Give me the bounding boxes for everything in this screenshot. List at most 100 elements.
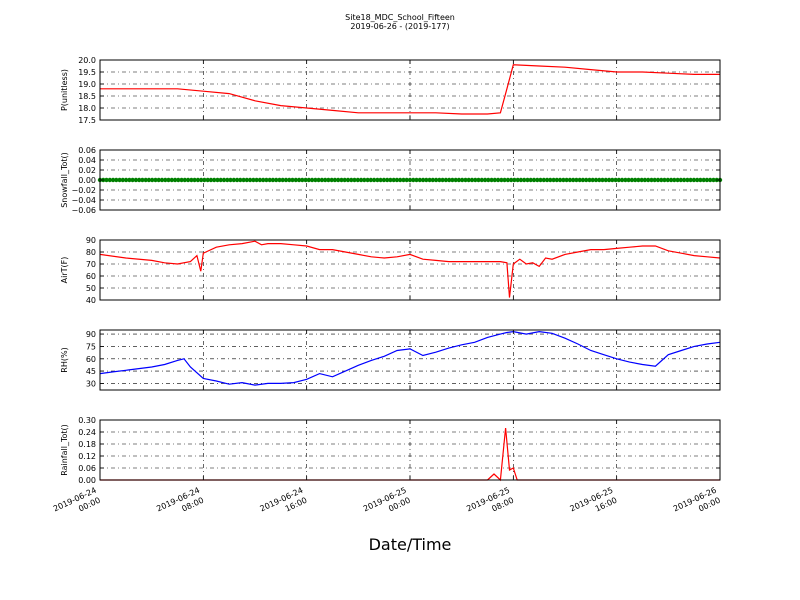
series-point-1-123: [499, 177, 504, 183]
series-point-1-70: [326, 177, 331, 183]
series-point-1-122: [495, 177, 501, 183]
y-tick-label-1-4: 0.02: [78, 166, 96, 175]
y-tick-label-0-3: 19.0: [78, 80, 96, 89]
series-point-1-96: [411, 177, 416, 183]
series-point-1-105: [440, 177, 445, 183]
series-point-1-163: [629, 177, 635, 183]
series-point-1-68: [319, 177, 325, 183]
series-point-1-111: [460, 177, 465, 183]
series-point-1-142: [561, 177, 566, 183]
series-point-1-164: [633, 177, 638, 183]
series-point-1-139: [551, 177, 556, 183]
series-point-1-10: [130, 177, 135, 183]
series-point-1-121: [492, 177, 497, 183]
series-point-1-76: [345, 177, 351, 183]
series-point-1-113: [466, 177, 471, 183]
series-point-1-63: [303, 177, 308, 183]
series-point-1-103: [433, 177, 439, 183]
series-point-1-67: [316, 177, 321, 183]
series-point-1-178: [678, 177, 683, 183]
series-point-1-2: [104, 177, 109, 183]
series-point-1-104: [437, 177, 442, 183]
series-point-1-87: [381, 177, 387, 183]
chart-title: Site18_MDC_School_Fifteen: [345, 13, 455, 22]
series-point-1-79: [355, 177, 360, 183]
series-point-1-116: [476, 177, 481, 183]
series-point-1-27: [185, 177, 191, 183]
series-point-1-33: [205, 177, 210, 183]
series-point-1-156: [606, 177, 612, 183]
series-point-1-89: [388, 177, 393, 183]
series-point-1-165: [636, 177, 641, 183]
series-point-1-61: [296, 177, 302, 183]
y-tick-label-1-0: −0.06: [71, 206, 96, 215]
y-tick-label-2-5: 90: [86, 236, 96, 245]
series-point-1-48: [254, 177, 259, 183]
series-point-1-17: [153, 177, 158, 183]
y-axis-label-4: Rainfall_Tot(): [60, 424, 69, 476]
series-point-1-170: [652, 177, 657, 183]
y-tick-label-4-5: 0.30: [78, 416, 96, 425]
series-point-1-124: [502, 177, 507, 183]
series-point-1-131: [525, 177, 530, 183]
series-point-1-91: [394, 177, 400, 183]
series-point-1-118: [482, 177, 488, 183]
series-point-1-180: [685, 177, 690, 183]
series-point-1-173: [662, 177, 667, 183]
y-tick-label-0-0: 17.5: [78, 116, 96, 125]
series-point-1-14: [143, 177, 148, 183]
series-point-1-152: [593, 177, 599, 183]
series-point-1-158: [613, 177, 618, 183]
series-point-1-74: [339, 177, 344, 183]
series-point-1-148: [580, 177, 586, 183]
series-point-1-3: [107, 177, 113, 183]
series-point-1-88: [385, 177, 390, 183]
series-point-1-149: [584, 177, 589, 183]
y-tick-label-1-3: 0.00: [78, 176, 96, 185]
series-point-1-185: [701, 177, 706, 183]
series-point-1-160: [619, 177, 625, 183]
series-point-1-50: [261, 177, 266, 183]
series-point-1-77: [349, 177, 354, 183]
series-point-1-97: [414, 177, 419, 183]
series-point-1-11: [133, 177, 139, 183]
series-point-1-136: [541, 177, 546, 183]
series-point-1-57: [283, 177, 289, 183]
series-point-1-175: [668, 177, 674, 183]
series-point-1-55: [277, 177, 282, 183]
series-point-1-8: [123, 177, 129, 183]
series-point-1-38: [221, 177, 227, 183]
series-point-1-82: [365, 177, 370, 183]
series-point-1-84: [371, 177, 377, 183]
series-point-1-127: [512, 177, 517, 183]
series-point-1-23: [172, 177, 178, 183]
series-point-1-107: [447, 177, 452, 183]
series-point-1-130: [522, 177, 527, 183]
series-point-1-46: [247, 177, 253, 183]
series-point-1-83: [368, 177, 373, 183]
y-tick-label-4-0: 0.00: [78, 476, 96, 485]
y-tick-label-2-0: 40: [86, 296, 96, 305]
series-point-1-53: [270, 177, 276, 183]
series-point-1-143: [564, 177, 569, 183]
series-point-1-19: [159, 177, 165, 183]
chart-subtitle: 2019-06-26 - (2019-177): [350, 22, 449, 31]
series-point-1-167: [642, 177, 648, 183]
y-tick-label-4-4: 0.24: [78, 428, 96, 437]
series-line-3: [99, 330, 721, 386]
y-tick-label-2-2: 60: [86, 272, 96, 281]
series-point-1-71: [329, 177, 334, 183]
series-point-1-183: [695, 177, 700, 183]
series-point-1-161: [623, 177, 628, 183]
series-point-1-29: [192, 177, 197, 183]
panels-group: 17.5 18.0 18.5 19.0 19.5 20.0 P(unitless) −0.06…: [60, 56, 723, 485]
series-point-1-30: [195, 177, 201, 183]
series-point-1-172: [659, 177, 664, 183]
series-point-1-114: [469, 177, 475, 183]
series-point-1-78: [352, 177, 357, 183]
series-point-1-171: [655, 177, 661, 183]
series-point-1-109: [453, 177, 458, 183]
series-point-1-40: [228, 177, 233, 183]
